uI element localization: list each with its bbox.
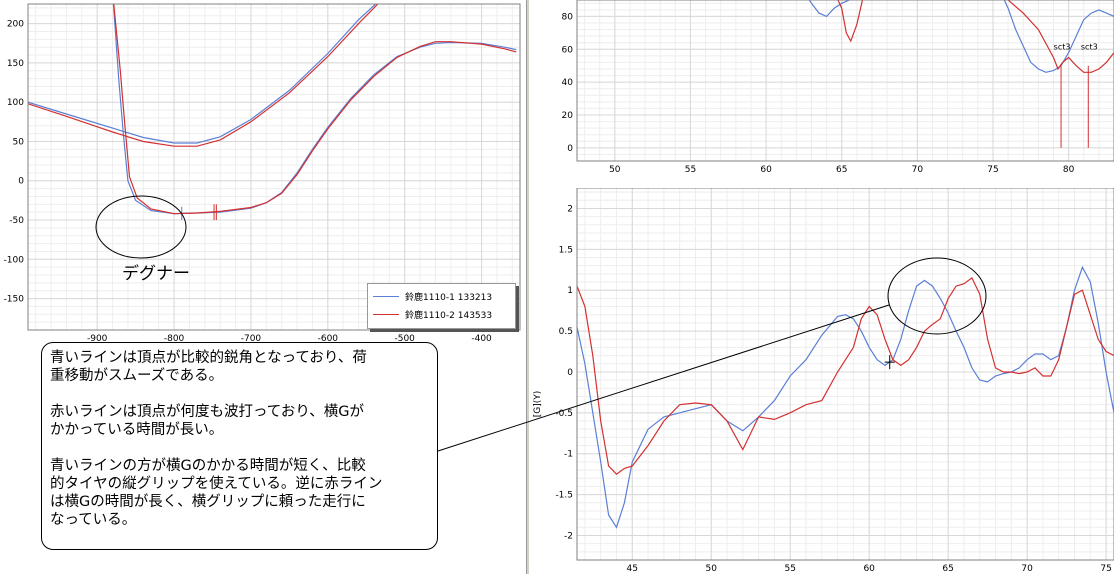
series-line [837, 0, 1114, 73]
callout-paragraph: 青いラインは頂点が比較的鋭角となっており、荷 重移動がスムーズである。 [50, 350, 367, 384]
panel-splitter[interactable] [526, 0, 530, 574]
y-tick-label: 0 [567, 144, 573, 154]
x-tick-label: 45 [627, 564, 638, 574]
series-line [28, 4, 379, 147]
corner-label-degner: デグナー [122, 264, 190, 284]
speed-chart: 50 55 60 65 70 75 80 80 60 40 20 0 sct3 sct3 [562, 0, 1114, 175]
x-tick-label: -400 [471, 334, 492, 344]
y-tick-label: 80 [562, 12, 574, 22]
legend-label: 鈴鹿1110-2 143533 [405, 311, 493, 321]
plot-border [27, 3, 521, 331]
legend-swatch-red [373, 314, 399, 315]
y-tick-label: -1 [564, 450, 573, 460]
trajectory-chart: -900 -800 -700 -600 -500 -400 200 150 100 50 0 -50 -… [4, 3, 521, 344]
y-tick-label: 0 [567, 368, 573, 378]
x-tick-label: 50 [706, 564, 718, 574]
y-tick-label: 40 [562, 78, 574, 88]
y-tick-label: 0.5 [559, 327, 573, 337]
y-tick-label: 2 [567, 204, 573, 214]
y-tick-label: 60 [562, 45, 574, 55]
y-tick-label: 0 [18, 177, 24, 187]
legend-label: 鈴鹿1110-1 133213 [405, 293, 493, 303]
x-tick-label: 60 [760, 165, 772, 175]
y-tick-label: 100 [7, 98, 24, 108]
callout-paragraph: 青いラインの方が横Gのかかる時間が短く、比較 的タイヤの縦グリップを使えている。… [50, 458, 383, 528]
x-tick-label: 55 [784, 564, 795, 574]
x-tick-label: -900 [87, 334, 108, 344]
y-tick-label: -1.5 [555, 491, 573, 501]
legend-item-run2: 鈴鹿1110-2 143533 [373, 308, 492, 321]
legend-swatch-blue [373, 296, 399, 297]
y-tick-label: 1.5 [559, 245, 573, 255]
legend-item-run1: 鈴鹿1110-1 133213 [373, 290, 492, 303]
x-tick-label: 75 [1100, 564, 1111, 574]
y-tick-label: 50 [13, 137, 25, 147]
x-tick-label: 65 [942, 564, 953, 574]
x-tick-label: 55 [685, 165, 696, 175]
plot-area [28, 4, 520, 330]
lateral-g-chart: 45 50 55 60 65 70 75 2 1.5 1 0.5 0 -0.5 -1 -1.5 -2 [G](Y… [533, 188, 1114, 574]
x-tick-label: 80 [1063, 165, 1075, 175]
annotation-callout: 青いラインは頂点が比較的鋭角となっており、荷 重移動がスムーズである。 赤いライ… [41, 342, 438, 550]
sector-marker-label: sct3 [1081, 42, 1098, 51]
callout-paragraph: 赤いラインは頂点が何度も波打っており、横Gが かかっている時間が長い。 [50, 404, 364, 438]
x-tick-label: 75 [987, 165, 998, 175]
x-tick-label: 50 [609, 165, 621, 175]
y-tick-label: 150 [7, 59, 24, 69]
x-tick-label: -700 [241, 334, 262, 344]
y-axis-label: [G](Y) [533, 391, 543, 418]
series-line [28, 4, 377, 144]
y-tick-label: -0.5 [555, 409, 573, 419]
plot-border [576, 0, 1114, 162]
major-grid [28, 4, 520, 330]
series-group [808, 0, 1114, 148]
x-tick-label: -800 [164, 334, 185, 344]
x-tick-label: 70 [1021, 564, 1033, 574]
series-line [113, 4, 517, 215]
x-tick-label: 60 [863, 564, 875, 574]
sector-marker-label: sct3 [1054, 42, 1071, 51]
major-grid [577, 0, 1114, 161]
y-tick-label: 20 [562, 111, 574, 121]
y-tick-label: -150 [4, 295, 25, 305]
series-line [808, 0, 1114, 73]
y-tick-label: -50 [9, 216, 24, 226]
y-tick-label: -100 [4, 255, 25, 265]
chart-legend: 鈴鹿1110-1 133213 鈴鹿1110-2 143533 [367, 283, 516, 329]
x-tick-label: -500 [394, 334, 415, 344]
x-tick-label: 70 [912, 165, 924, 175]
y-tick-label: 200 [7, 20, 24, 30]
y-tick-label: -2 [564, 531, 573, 541]
x-tick-label: 65 [836, 165, 847, 175]
plot-area [577, 188, 1114, 560]
x-tick-label: -600 [318, 334, 339, 344]
y-tick-label: 1 [567, 286, 573, 296]
